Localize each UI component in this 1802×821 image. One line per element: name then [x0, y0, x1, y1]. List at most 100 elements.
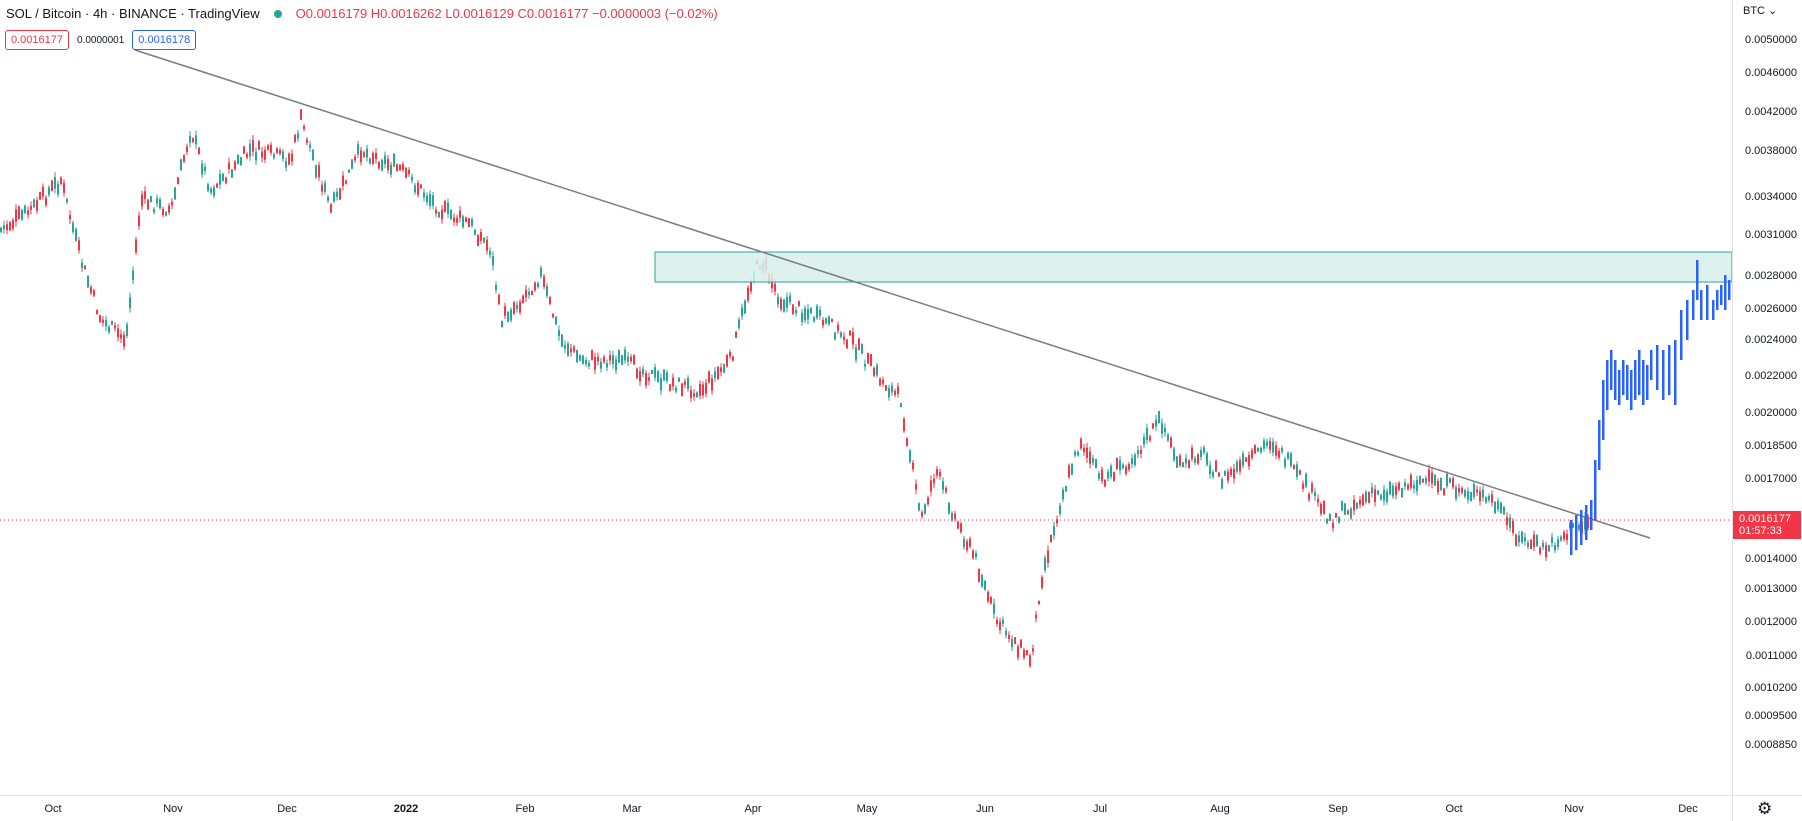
- currency-selector[interactable]: BTC ⌄: [1743, 5, 1778, 17]
- current-price-badge: 0.0016177 01:57:33: [1733, 511, 1801, 539]
- candle: [492, 256, 494, 266]
- candle: [738, 319, 740, 328]
- candle: [1158, 410, 1160, 424]
- sell-button[interactable]: 0.0016177: [5, 30, 69, 50]
- price-label: 0.0042000: [1745, 106, 1797, 118]
- candle: [879, 378, 881, 386]
- candle: [273, 154, 275, 159]
- candle: [384, 155, 386, 165]
- candle: [1479, 490, 1481, 502]
- gear-icon[interactable]: ⚙: [1757, 799, 1773, 818]
- candle: [42, 186, 44, 197]
- candle: [1473, 484, 1475, 498]
- candle: [1260, 447, 1262, 453]
- candle: [69, 215, 71, 220]
- candlestick-chart[interactable]: [0, 0, 1732, 795]
- candle: [213, 187, 215, 196]
- projection-bar: [1662, 350, 1665, 400]
- buy-button[interactable]: 0.0016178: [132, 30, 197, 50]
- candle: [1179, 455, 1181, 466]
- symbol-title[interactable]: SOL / Bitcoin · 4h · BINANCE · TradingVi…: [6, 6, 260, 21]
- candle: [1035, 614, 1037, 619]
- candle: [468, 218, 470, 228]
- candle: [1383, 489, 1385, 501]
- candle: [1107, 471, 1109, 479]
- candle: [81, 262, 83, 268]
- candle: [1065, 485, 1067, 492]
- candle: [1326, 518, 1328, 524]
- candle: [624, 349, 626, 361]
- candle: [930, 480, 932, 492]
- candle: [1023, 650, 1025, 658]
- candle: [1500, 502, 1502, 514]
- candle: [744, 300, 746, 314]
- candle: [849, 330, 851, 336]
- candle: [381, 159, 383, 171]
- candle: [150, 196, 152, 203]
- candle: [1248, 454, 1250, 467]
- candle: [654, 367, 656, 378]
- settings-corner: ⚙: [1732, 795, 1802, 821]
- candle: [861, 343, 863, 354]
- candle: [1155, 419, 1157, 427]
- candle: [1497, 501, 1499, 510]
- projection-bar: [1610, 350, 1613, 390]
- candle: [750, 281, 752, 292]
- candle: [606, 363, 608, 368]
- candle: [1083, 447, 1085, 453]
- time-scale[interactable]: Oct Nov Dec 2022 Feb Mar Apr May Jun Jul Aug Sep Oct…: [0, 795, 1732, 821]
- candle: [951, 512, 953, 521]
- candle: [783, 299, 785, 312]
- trendline[interactable]: [134, 49, 1651, 539]
- candle: [99, 315, 101, 323]
- candle: [300, 109, 302, 120]
- candle: [777, 296, 779, 305]
- candle: [1203, 447, 1205, 453]
- candle: [1380, 495, 1382, 500]
- candle: [3, 225, 5, 230]
- candle: [723, 363, 725, 373]
- candle: [486, 239, 488, 251]
- candle: [1506, 517, 1508, 526]
- candle: [918, 503, 920, 511]
- ohlc-values: O0.0016179 H0.0016262 L0.0016129 C0.0016…: [295, 6, 718, 21]
- candle: [1413, 485, 1415, 489]
- time-label: Aug: [1210, 803, 1230, 815]
- candle: [228, 162, 230, 169]
- candle: [438, 211, 440, 218]
- candle: [855, 347, 857, 360]
- candle: [1053, 526, 1055, 536]
- candle: [1482, 489, 1484, 498]
- price-scale[interactable]: BTC ⌄ 0.0050000 0.0046000 0.0042000 0.00380…: [1732, 0, 1802, 795]
- candle: [1422, 478, 1424, 483]
- candle: [1335, 513, 1337, 518]
- candle: [1098, 473, 1100, 479]
- candle: [84, 265, 86, 270]
- candle: [564, 345, 566, 349]
- candle: [501, 321, 503, 328]
- candle: [294, 134, 296, 143]
- candle: [1533, 534, 1535, 548]
- candle: [714, 371, 716, 378]
- candle: [1122, 464, 1124, 468]
- time-label: Nov: [163, 803, 183, 815]
- resistance-zone[interactable]: [654, 251, 1732, 283]
- candle: [1563, 532, 1565, 540]
- price-label: 0.0018500: [1745, 440, 1797, 452]
- candle: [12, 220, 14, 229]
- candle: [462, 216, 464, 228]
- candle: [276, 148, 278, 153]
- candle: [318, 165, 320, 178]
- projection-bar: [1575, 515, 1578, 550]
- candle: [1257, 447, 1259, 452]
- candle: [1137, 449, 1139, 455]
- candle: [621, 355, 623, 365]
- projection-bar: [1706, 285, 1709, 320]
- candle: [1314, 491, 1316, 497]
- candle: [1338, 517, 1340, 523]
- chart-legend: SOL / Bitcoin · 4h · BINANCE · TradingVi…: [6, 6, 718, 21]
- candle: [1368, 492, 1370, 503]
- candle: [186, 146, 188, 152]
- chart-pane[interactable]: SOL / Bitcoin · 4h · BINANCE · TradingVi…: [0, 0, 1732, 795]
- candle: [1020, 639, 1022, 648]
